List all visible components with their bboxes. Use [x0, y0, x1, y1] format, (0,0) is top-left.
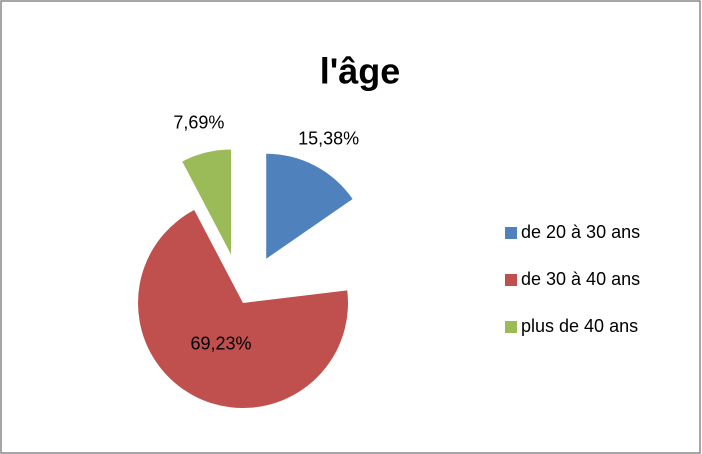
legend-label: plus de 40 ans	[521, 316, 638, 336]
pie-slice	[182, 149, 232, 255]
pie-slice	[266, 153, 353, 259]
data-label: 15,38%	[298, 128, 359, 148]
legend-label: de 30 à 40 ans	[521, 269, 640, 289]
data-label: 69,23%	[191, 334, 252, 354]
legend-swatch	[505, 321, 517, 333]
legend-swatch	[505, 227, 517, 239]
legend-swatch	[505, 274, 517, 286]
legend-label: de 20 à 30 ans	[521, 222, 640, 242]
data-label: 7,69%	[173, 113, 224, 133]
pie-slice	[138, 210, 348, 408]
chart-title: l'âge	[320, 51, 401, 92]
